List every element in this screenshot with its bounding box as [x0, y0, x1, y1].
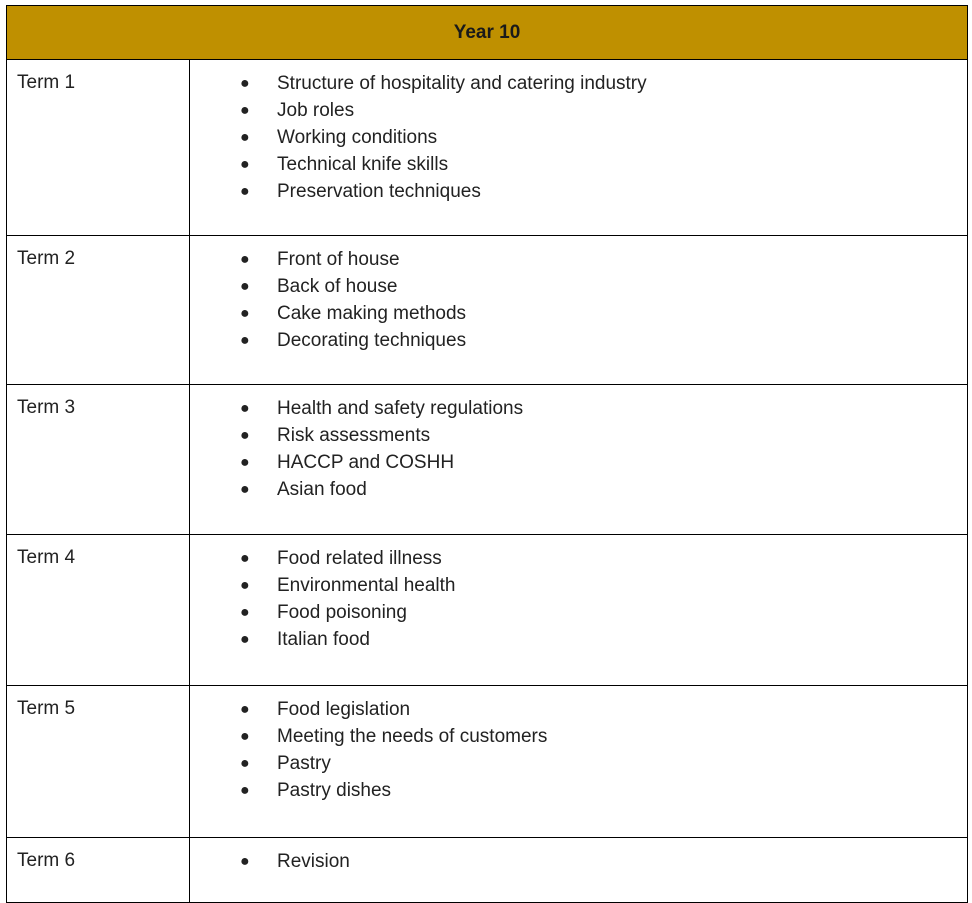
topic-text: Food poisoning — [277, 602, 407, 623]
list-item: ● Asian food — [190, 476, 967, 503]
bullet-icon: ● — [240, 278, 250, 295]
table-title: Year 10 — [5, 5, 969, 60]
topic-list: ● Front of house ● Back of house ● Cake mak… — [190, 246, 967, 354]
bullet-icon: ● — [240, 755, 250, 772]
topic-text: Technical knife skills — [277, 154, 449, 175]
list-item: ● Structure of hospitality and catering i… — [190, 70, 967, 97]
list-item: ● Preservation techniques — [190, 178, 967, 205]
topics-cell: ● Health and safety regulations ● Risk ass… — [188, 384, 969, 535]
list-item: ● Cake making methods — [190, 300, 967, 327]
bullet-icon: ● — [240, 332, 250, 349]
bullet-icon: ● — [240, 550, 250, 567]
topic-text: Working conditions — [277, 127, 438, 148]
bullet-icon: ● — [240, 400, 250, 417]
list-item: ● Pastry dishes — [190, 777, 967, 804]
topic-text: Decorating techniques — [277, 330, 467, 351]
list-item: ● Job roles — [190, 97, 967, 124]
list-item: ● Food legislation — [190, 696, 967, 723]
topic-text: Environmental health — [277, 575, 456, 596]
bullet-icon: ● — [240, 102, 250, 119]
bullet-icon: ● — [240, 728, 250, 745]
bullet-icon: ● — [240, 75, 250, 92]
topic-text: Meeting the needs of customers — [277, 726, 548, 747]
table-row: Term 2 ● Front of house ● Back of house ● C… — [6, 235, 969, 385]
list-item: ● Decorating techniques — [190, 327, 967, 354]
bullet-icon: ● — [240, 129, 250, 146]
topic-text: Food legislation — [277, 699, 411, 720]
topic-text: Cake making methods — [277, 303, 467, 324]
topic-text: Pastry — [277, 753, 331, 774]
table-row: Term 6 ● Revision — [6, 837, 969, 903]
list-item: ● Pastry — [190, 750, 967, 777]
term-label: Term 6 — [6, 837, 190, 903]
bullet-icon: ● — [240, 782, 250, 799]
bullet-icon: ● — [240, 577, 250, 594]
curriculum-table: Year 10 Term 1 ● Structure of hospitality… — [5, 5, 969, 903]
topic-text: Job roles — [277, 100, 355, 121]
bullet-icon: ● — [240, 481, 250, 498]
list-item: ● HACCP and COSHH — [190, 449, 967, 476]
list-item: ● Technical knife skills — [190, 151, 967, 178]
topic-text: Back of house — [277, 276, 398, 297]
topics-cell: ● Food related illness ● Environmental hea… — [188, 534, 969, 686]
term-label: Term 5 — [6, 685, 190, 838]
topic-text: Food related illness — [277, 548, 442, 569]
list-item: ● Food poisoning — [190, 599, 967, 626]
list-item: ● Health and safety regulations — [190, 395, 967, 422]
bullet-icon: ● — [240, 305, 250, 322]
list-item: ● Front of house — [190, 246, 967, 273]
topic-text: Italian food — [277, 629, 370, 650]
topic-text: Revision — [277, 851, 350, 872]
table-row: Term 4 ● Food related illness ● Environmen… — [6, 534, 969, 686]
header-row: Year 10 — [5, 5, 969, 60]
topics-cell: ● Structure of hospitality and catering i… — [188, 59, 969, 236]
list-item: ● Working conditions — [190, 124, 967, 151]
bullet-icon: ● — [240, 183, 250, 200]
topic-list: ● Revision — [190, 848, 967, 875]
list-item: ● Back of house — [190, 273, 967, 300]
bullet-icon: ● — [240, 853, 250, 870]
topic-text: Front of house — [277, 249, 400, 270]
term-label: Term 1 — [6, 59, 190, 236]
topic-list: ● Structure of hospitality and catering i… — [190, 70, 967, 205]
topic-list: ● Health and safety regulations ● Risk ass… — [190, 395, 967, 503]
term-label: Term 4 — [6, 534, 190, 686]
table-row: Term 3 ● Health and safety regulations ● R… — [6, 384, 969, 535]
list-item: ● Environmental health — [190, 572, 967, 599]
table-row: Term 5 ● Food legislation ● Meeting the ne… — [6, 685, 969, 838]
topics-cell: ● Front of house ● Back of house ● Cake mak… — [188, 235, 969, 385]
bullet-icon: ● — [240, 427, 250, 444]
list-item: ● Revision — [190, 848, 967, 875]
list-item: ● Risk assessments — [190, 422, 967, 449]
list-item: ● Food related illness — [190, 545, 967, 572]
topic-text: Pastry dishes — [277, 780, 392, 801]
topic-text: Structure of hospitality and catering in… — [277, 73, 647, 94]
bullet-icon: ● — [240, 631, 250, 648]
table-row: Term 1 ● Structure of hospitality and cat… — [6, 59, 969, 236]
topic-text: Health and safety regulations — [277, 398, 524, 419]
term-label: Term 3 — [6, 384, 190, 535]
bullet-icon: ● — [240, 454, 250, 471]
topic-text: HACCP and COSHH — [277, 452, 455, 473]
term-label: Term 2 — [6, 235, 190, 385]
list-item: ● Meeting the needs of customers — [190, 723, 967, 750]
bullet-icon: ● — [240, 701, 250, 718]
list-item: ● Italian food — [190, 626, 967, 653]
topic-text: Asian food — [277, 479, 367, 500]
topics-cell: ● Food legislation ● Meeting the needs of … — [188, 685, 969, 838]
topic-text: Risk assessments — [277, 425, 431, 446]
bullet-icon: ● — [240, 251, 250, 268]
topic-text: Preservation techniques — [277, 181, 481, 202]
bullet-icon: ● — [240, 604, 250, 621]
bullet-icon: ● — [240, 156, 250, 173]
topic-list: ● Food related illness ● Environmental hea… — [190, 545, 967, 653]
topic-list: ● Food legislation ● Meeting the needs of … — [190, 696, 967, 804]
topics-cell: ● Revision — [188, 837, 969, 903]
